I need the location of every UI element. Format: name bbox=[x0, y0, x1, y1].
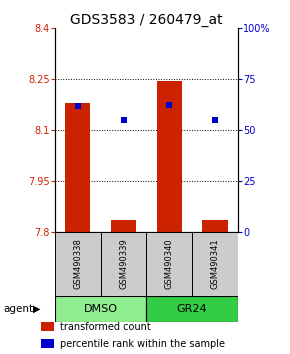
Bar bbox=[41, 322, 55, 331]
Bar bbox=[101, 232, 146, 296]
Title: GDS3583 / 260479_at: GDS3583 / 260479_at bbox=[70, 13, 223, 27]
Bar bbox=[55, 296, 146, 322]
Text: GSM490339: GSM490339 bbox=[119, 238, 128, 289]
Bar bbox=[146, 232, 192, 296]
Bar bbox=[65, 103, 90, 232]
Text: ▶: ▶ bbox=[33, 304, 41, 314]
Point bbox=[76, 103, 80, 109]
Text: GSM490340: GSM490340 bbox=[165, 238, 174, 289]
Text: agent: agent bbox=[3, 304, 33, 314]
Bar bbox=[146, 296, 238, 322]
Point bbox=[167, 102, 172, 108]
Bar bbox=[157, 81, 182, 232]
Text: GSM490341: GSM490341 bbox=[211, 238, 220, 289]
Bar bbox=[41, 339, 55, 348]
Bar bbox=[111, 220, 136, 232]
Text: GSM490338: GSM490338 bbox=[73, 238, 82, 289]
Text: GR24: GR24 bbox=[177, 304, 207, 314]
Text: DMSO: DMSO bbox=[84, 304, 118, 314]
Point bbox=[213, 117, 217, 123]
Text: transformed count: transformed count bbox=[60, 321, 151, 332]
Point bbox=[121, 117, 126, 123]
Bar bbox=[55, 232, 101, 296]
Text: percentile rank within the sample: percentile rank within the sample bbox=[60, 339, 225, 349]
Bar bbox=[202, 220, 228, 232]
Bar bbox=[192, 232, 238, 296]
